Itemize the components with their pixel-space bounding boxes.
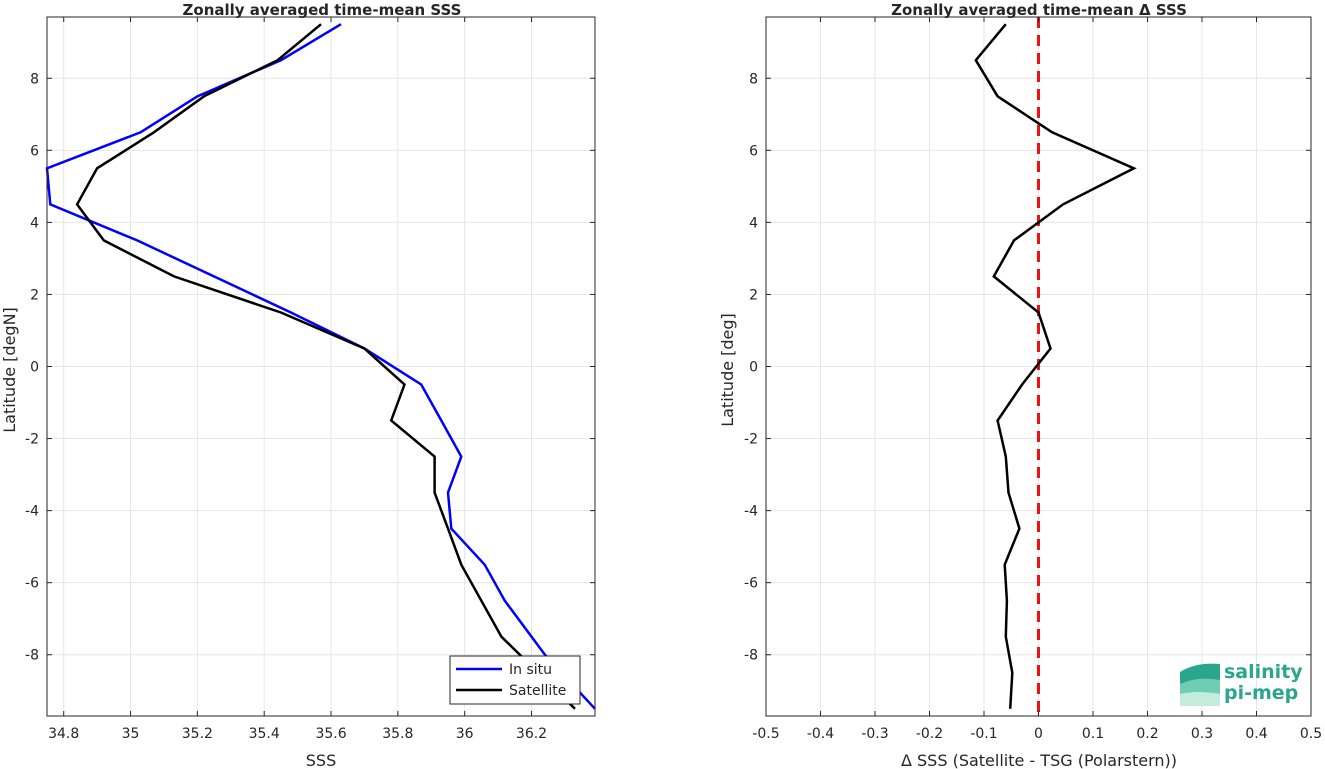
legend-box [449,655,581,705]
y-tick-label: -8 [744,648,758,664]
sss-gridlines [47,17,595,716]
logo-wave-icon [1180,663,1220,706]
x-tick-label: -0.4 [807,726,834,742]
y-tick-label: 2 [749,287,758,303]
sss-series-lines [45,23,596,710]
delta-sss-y-axis-label: Latitude [deg] [718,313,737,427]
y-tick-label: -2 [25,432,39,448]
in-situ-line [45,23,596,710]
sss-y-axis-label: Latitude [degN] [0,307,19,433]
y-tick-label: -8 [25,648,39,664]
y-tick-label: -6 [25,576,39,592]
x-tick-label: 35.4 [249,726,280,742]
x-tick-label: 35.8 [382,726,413,742]
y-tick-label: 6 [749,143,758,159]
x-tick-label: -0.5 [752,726,779,742]
x-tick-label: 0.4 [1245,726,1267,742]
x-tick-label: 36.2 [516,726,547,742]
salinity-pi-mep-logo: salinity pi-mep [1180,661,1303,706]
y-tick-label: 8 [30,71,39,87]
satellite-line [75,23,576,710]
y-tick-label: 0 [30,360,39,376]
y-tick-label: 4 [30,215,39,231]
x-tick-label: 0.5 [1300,726,1322,742]
x-tick-label: 0.2 [1136,726,1158,742]
delta-sss-line [974,23,1137,709]
legend: In situ Satellite [449,655,581,705]
y-tick-label: 4 [749,215,758,231]
y-tick-label: 8 [749,71,758,87]
sss-chart-title: Zonally averaged time-mean SSS [183,1,462,19]
legend-label-satellite: Satellite [509,683,566,699]
x-tick-label: 0 [1034,726,1043,742]
legend-label-in-situ: In situ [509,662,552,678]
y-tick-label: -6 [744,576,758,592]
x-tick-label: 34.8 [48,726,79,742]
x-tick-label: 0.3 [1191,726,1213,742]
y-tick-label: -4 [744,504,758,520]
delta-sss-tick-labels: -0.5 -0.4 -0.3 -0.2 -0.1 0 0.1 0.2 0.3 0.4 0.5 -8 -6… [744,17,1322,742]
sss-x-axis-label: SSS [306,751,336,769]
x-tick-label: 35 [122,726,140,742]
sss-tick-labels: 34.8 35 35.2 35.4 35.6 35.8 36 36.2 -8 -6 -4 -2 0 2 4 6… [25,17,595,742]
x-tick-label: 35.6 [315,726,346,742]
x-tick-label: 36 [456,726,474,742]
x-tick-label: -0.2 [916,726,943,742]
logo-pi-mep-text: pi-mep [1224,682,1298,704]
x-tick-label: 0.1 [1082,726,1104,742]
delta-sss-x-axis-label: Δ SSS (Satellite - TSG (Polarstern)) [901,751,1177,769]
y-tick-label: 2 [30,287,39,303]
y-tick-label: 0 [749,360,758,376]
y-tick-label: -4 [25,504,39,520]
delta-sss-series-lines [974,23,1137,709]
x-tick-label: -0.3 [861,726,888,742]
x-tick-label: -0.1 [970,726,997,742]
logo-salinity-text: salinity [1224,661,1303,683]
delta-sss-chart-title: Zonally averaged time-mean Δ SSS [891,1,1187,19]
delta-sss-profile-panel: Zonally averaged time-mean Δ SSS -0.5 -0.… [718,1,1322,769]
sss-profile-panel: Zonally averaged time-mean SSS 34.8 35 35.… [0,1,596,769]
x-tick-label: 35.2 [182,726,213,742]
y-tick-label: 6 [30,143,39,159]
y-tick-label: -2 [744,432,758,448]
